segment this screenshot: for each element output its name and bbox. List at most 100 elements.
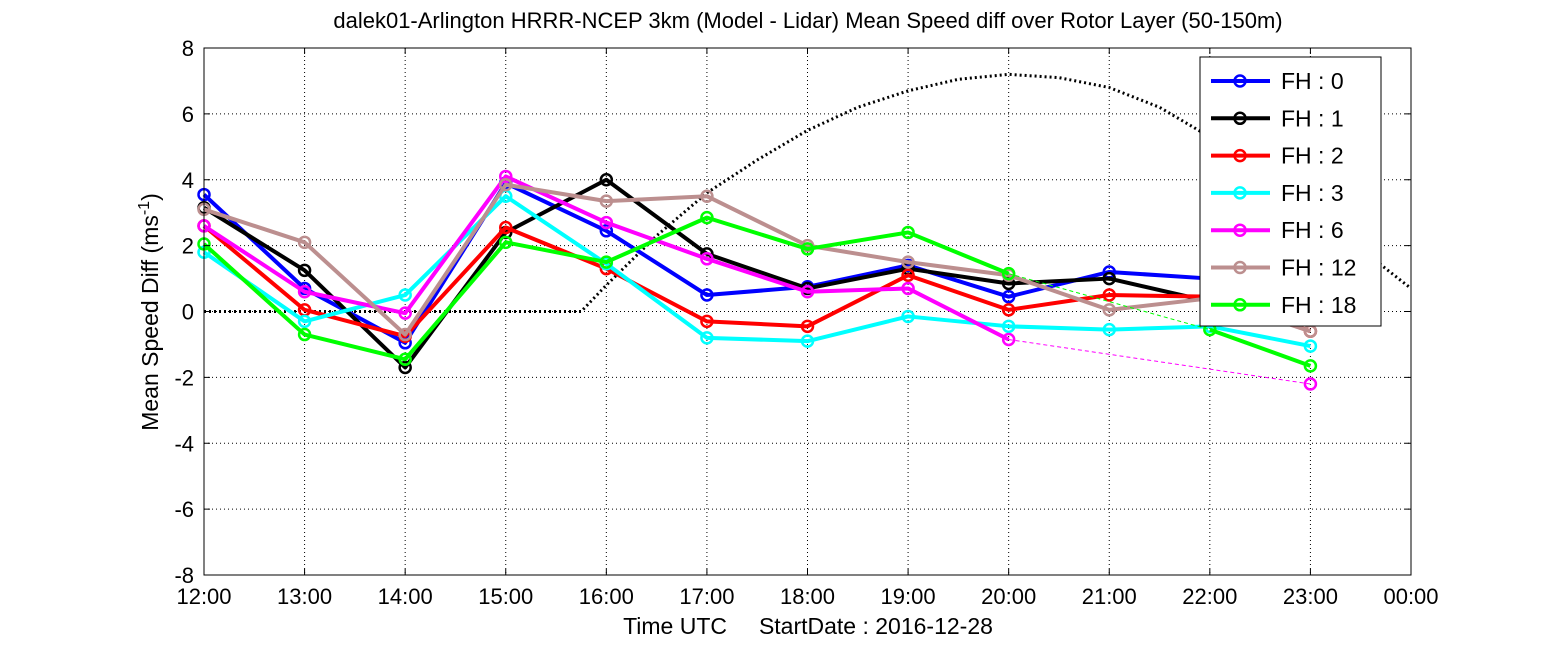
- legend-label: FH : 2: [1281, 143, 1344, 169]
- y-tick-label: 8: [182, 36, 194, 61]
- data-point: [297, 235, 312, 250]
- series-lines: [197, 169, 1318, 391]
- x-tick-label: 23:00: [1283, 584, 1338, 609]
- legend-marker: [1233, 111, 1247, 126]
- x-tick-label: 16:00: [579, 584, 634, 609]
- data-point: [499, 220, 513, 235]
- series-gap-line: [1008, 339, 1311, 385]
- x-tick-label: 15:00: [478, 584, 533, 609]
- legend-item: FH : 12: [1211, 255, 1356, 281]
- data-point: [599, 173, 614, 187]
- y-tick-label: -4: [174, 431, 194, 456]
- data-point: [599, 224, 614, 238]
- legend-item: FH : 18: [1211, 292, 1356, 318]
- legend-label: FH : 18: [1281, 292, 1356, 318]
- legend-item: FH : 3: [1211, 180, 1344, 206]
- series-line: [202, 174, 1010, 342]
- series-line: [202, 215, 1010, 362]
- data-point: [1102, 271, 1116, 286]
- x-tick-label: 12:00: [176, 584, 231, 609]
- data-point: [1303, 377, 1318, 391]
- x-tick-label: 14:00: [378, 584, 433, 609]
- data-point: [1001, 319, 1016, 334]
- data-point: [499, 177, 513, 192]
- series-line: [202, 224, 1312, 339]
- x-axis-label: Time UTC StartDate : 2016-12-28: [623, 613, 993, 639]
- series-line: [202, 194, 1311, 349]
- data-point: [599, 215, 614, 230]
- data-point: [901, 268, 915, 283]
- data-point: [1102, 322, 1116, 337]
- data-point: [901, 255, 915, 269]
- x-tick-label: 13:00: [277, 584, 332, 609]
- data-point: [297, 263, 312, 278]
- legend-label: FH : 12: [1281, 255, 1356, 281]
- series-line: [1209, 327, 1312, 368]
- y-tick-label: 6: [182, 102, 194, 127]
- series-4: [197, 169, 1318, 391]
- legend-marker: [1233, 298, 1247, 312]
- x-tick-label: 21:00: [1082, 584, 1137, 609]
- data-point: [1102, 288, 1116, 302]
- data-point: [700, 288, 714, 302]
- data-point: [499, 169, 513, 184]
- data-point: [297, 284, 312, 299]
- legend-marker: [1233, 223, 1247, 237]
- x-tick-label: 00:00: [1383, 584, 1438, 609]
- series-line: [202, 177, 1311, 370]
- data-point: [700, 314, 714, 329]
- y-axis-label-superscript: -1: [136, 201, 153, 215]
- data-point: [499, 235, 513, 250]
- reference-curve-line: [204, 72, 1412, 313]
- data-point: [297, 314, 312, 329]
- series-6: [197, 210, 1318, 373]
- legend-label: FH : 6: [1281, 217, 1344, 243]
- legend-item: FH : 0: [1211, 68, 1344, 94]
- data-point: [1303, 339, 1318, 353]
- y-axis-label: Mean Speed Diff (ms-1): [136, 193, 163, 431]
- legend-marker: [1233, 186, 1247, 200]
- data-point: [700, 252, 714, 266]
- data-point: [901, 225, 915, 240]
- y-axis-label-main: Mean Speed Diff (ms: [137, 215, 163, 431]
- x-tick-label: 19:00: [881, 584, 936, 609]
- legend-item: FH : 1: [1211, 105, 1344, 131]
- data-point: [1001, 332, 1016, 347]
- legend-label: FH : 1: [1281, 105, 1344, 131]
- x-tick-label: 20:00: [981, 584, 1036, 609]
- legend-marker: [1233, 260, 1247, 275]
- reference-curve: [204, 72, 1412, 313]
- data-point: [901, 281, 915, 296]
- data-point: [398, 327, 412, 342]
- data-point: [800, 284, 815, 299]
- data-point: [1001, 289, 1016, 304]
- legend-item: FH : 6: [1211, 217, 1344, 243]
- y-tick-label: 2: [182, 234, 194, 259]
- data-point: [297, 327, 312, 342]
- data-point: [800, 319, 815, 334]
- y-tick-label: -2: [174, 365, 194, 390]
- legend-label: FH : 3: [1281, 180, 1344, 206]
- x-axis-ticks: 12:00 13:00 14:00 15:00 16:00 17:00 18:00 19:00…: [176, 48, 1439, 609]
- data-point: [700, 331, 714, 345]
- legend-label: FH : 0: [1281, 68, 1344, 94]
- data-point: [398, 306, 412, 320]
- x-tick-label: 17:00: [679, 584, 734, 609]
- x-tick-label: 22:00: [1182, 584, 1237, 609]
- data-point: [901, 309, 915, 324]
- y-axis-label-close: ): [137, 193, 163, 201]
- y-tick-label: 0: [182, 300, 194, 325]
- chart-title: dalek01-Arlington HRRR-NCEP 3km (Model -…: [333, 8, 1282, 33]
- data-point: [1001, 266, 1016, 281]
- data-point: [700, 210, 714, 225]
- series-line: [203, 182, 1312, 337]
- data-point: [800, 242, 815, 256]
- y-tick-label: -8: [174, 563, 194, 588]
- legend-marker: [1233, 74, 1247, 88]
- data-point: [599, 255, 614, 269]
- data-point: [1001, 303, 1016, 317]
- data-point: [599, 194, 614, 208]
- data-point: [398, 288, 412, 302]
- y-axis-ticks: -8 -6 -4 -2 0 2 4 6 8: [174, 36, 1411, 588]
